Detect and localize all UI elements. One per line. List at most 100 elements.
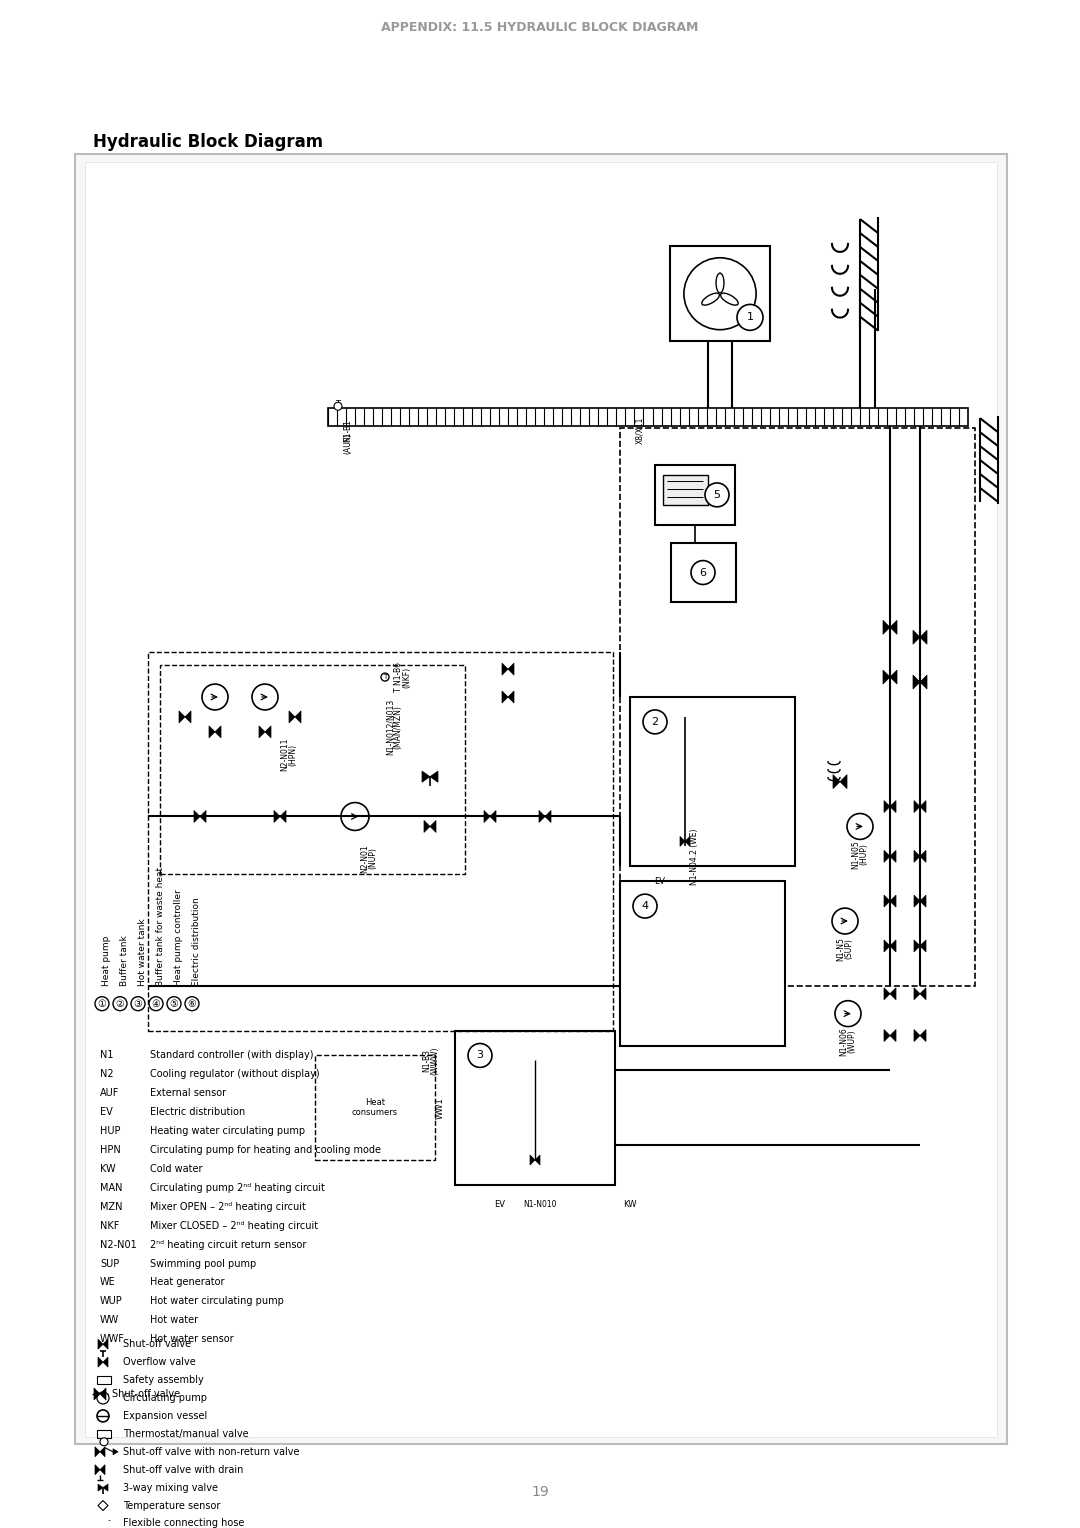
- Polygon shape: [833, 775, 840, 788]
- Polygon shape: [98, 1339, 103, 1349]
- Text: APPENDIX: 11.5 HYDRAULIC BLOCK DIAGRAM: APPENDIX: 11.5 HYDRAULIC BLOCK DIAGRAM: [381, 21, 699, 35]
- Text: Circulating pump 2ⁿᵈ heating circuit: Circulating pump 2ⁿᵈ heating circuit: [150, 1183, 325, 1193]
- Text: WE: WE: [100, 1277, 116, 1288]
- Polygon shape: [490, 810, 496, 822]
- Polygon shape: [422, 772, 430, 782]
- Text: N2: N2: [100, 1070, 113, 1079]
- Text: ⑤: ⑤: [170, 999, 178, 1008]
- Text: Standard controller (with display): Standard controller (with display): [150, 1050, 313, 1060]
- Circle shape: [113, 996, 127, 1010]
- Text: Cold water: Cold water: [150, 1164, 203, 1174]
- Circle shape: [691, 561, 715, 585]
- Text: Thermostat/manual valve: Thermostat/manual valve: [123, 1429, 248, 1439]
- Polygon shape: [920, 675, 927, 689]
- Circle shape: [847, 813, 873, 839]
- Polygon shape: [920, 630, 927, 645]
- Circle shape: [185, 996, 199, 1010]
- Text: Circulating pump for heating and cooling mode: Circulating pump for heating and cooling…: [150, 1144, 381, 1155]
- Polygon shape: [508, 691, 514, 703]
- Text: EV: EV: [654, 877, 665, 886]
- Polygon shape: [885, 987, 890, 999]
- Text: N1-B1: N1-B1: [343, 419, 352, 442]
- Polygon shape: [890, 801, 896, 813]
- Text: SUP: SUP: [100, 1259, 119, 1268]
- Text: KW: KW: [100, 1164, 116, 1174]
- Text: 1: 1: [746, 312, 754, 322]
- Polygon shape: [890, 671, 897, 685]
- Polygon shape: [914, 940, 920, 952]
- Polygon shape: [215, 726, 221, 738]
- Text: ④: ④: [151, 999, 160, 1008]
- Text: Heating water circulating pump: Heating water circulating pump: [150, 1126, 306, 1137]
- Text: Hot water circulating pump: Hot water circulating pump: [150, 1296, 284, 1306]
- Polygon shape: [885, 851, 890, 862]
- Polygon shape: [430, 821, 436, 833]
- Polygon shape: [890, 620, 897, 634]
- Polygon shape: [885, 895, 890, 908]
- Text: N1-N06: N1-N06: [839, 1027, 849, 1056]
- Text: Hydraulic Block Diagram: Hydraulic Block Diagram: [93, 133, 323, 151]
- Text: Hot water: Hot water: [150, 1316, 198, 1325]
- Polygon shape: [840, 775, 847, 788]
- Circle shape: [684, 258, 756, 330]
- Polygon shape: [94, 1387, 100, 1400]
- Polygon shape: [914, 987, 920, 999]
- Text: ①: ①: [97, 999, 106, 1008]
- Text: WUP: WUP: [100, 1296, 123, 1306]
- Text: X8/X11: X8/X11: [635, 417, 645, 443]
- Text: ⑥: ⑥: [188, 999, 197, 1008]
- Polygon shape: [265, 726, 271, 738]
- Polygon shape: [100, 1465, 105, 1475]
- Circle shape: [97, 1392, 109, 1404]
- Text: (NUP): (NUP): [368, 848, 378, 869]
- Polygon shape: [890, 987, 896, 999]
- Text: (WWW): (WWW): [431, 1047, 440, 1074]
- Text: (MAN/MZN): (MAN/MZN): [393, 704, 403, 749]
- Polygon shape: [883, 671, 890, 685]
- Text: 2ⁿᵈ heating circuit return sensor: 2ⁿᵈ heating circuit return sensor: [150, 1239, 307, 1250]
- Polygon shape: [98, 1357, 103, 1368]
- Text: Buffer tank: Buffer tank: [120, 935, 129, 986]
- Text: (WUP): (WUP): [848, 1030, 856, 1053]
- Text: 3: 3: [476, 1050, 484, 1060]
- Polygon shape: [920, 801, 926, 813]
- Bar: [97, 1377, 111, 1384]
- Polygon shape: [95, 1447, 100, 1456]
- Text: Flexible connecting hose: Flexible connecting hose: [123, 1519, 244, 1528]
- Circle shape: [643, 711, 667, 733]
- Circle shape: [149, 996, 163, 1010]
- Text: ②: ②: [116, 999, 124, 1008]
- Text: External sensor: External sensor: [150, 1088, 226, 1099]
- Text: HUP: HUP: [100, 1126, 121, 1137]
- Text: Shut-off valve with drain: Shut-off valve with drain: [123, 1465, 243, 1475]
- Text: N2-N011: N2-N011: [281, 738, 289, 772]
- Polygon shape: [914, 1030, 920, 1042]
- Polygon shape: [295, 711, 301, 723]
- Circle shape: [832, 908, 858, 934]
- Text: Temperature sensor: Temperature sensor: [123, 1500, 220, 1511]
- Text: EV: EV: [495, 1201, 505, 1209]
- Bar: [75, 154, 1007, 1444]
- Polygon shape: [179, 711, 185, 723]
- Text: (SUP): (SUP): [845, 938, 853, 960]
- Text: (AUF): (AUF): [343, 432, 352, 454]
- Ellipse shape: [720, 293, 739, 306]
- Text: Hot water tank: Hot water tank: [138, 918, 147, 986]
- Text: N1-N010: N1-N010: [523, 1201, 557, 1209]
- Polygon shape: [103, 1339, 108, 1349]
- Circle shape: [202, 685, 228, 711]
- Circle shape: [737, 304, 762, 330]
- Circle shape: [100, 1438, 108, 1445]
- Bar: [620, 882, 785, 1045]
- Polygon shape: [98, 1484, 103, 1491]
- Text: Electric distribution: Electric distribution: [192, 897, 201, 986]
- Polygon shape: [194, 810, 200, 822]
- Polygon shape: [885, 1030, 890, 1042]
- Text: (HPN): (HPN): [288, 744, 297, 766]
- Text: T: T: [383, 674, 387, 680]
- Text: Heat
consumers: Heat consumers: [352, 1099, 399, 1117]
- Polygon shape: [539, 810, 545, 822]
- Text: AUF: AUF: [100, 1088, 120, 1099]
- Bar: [160, 665, 465, 874]
- Polygon shape: [685, 836, 690, 847]
